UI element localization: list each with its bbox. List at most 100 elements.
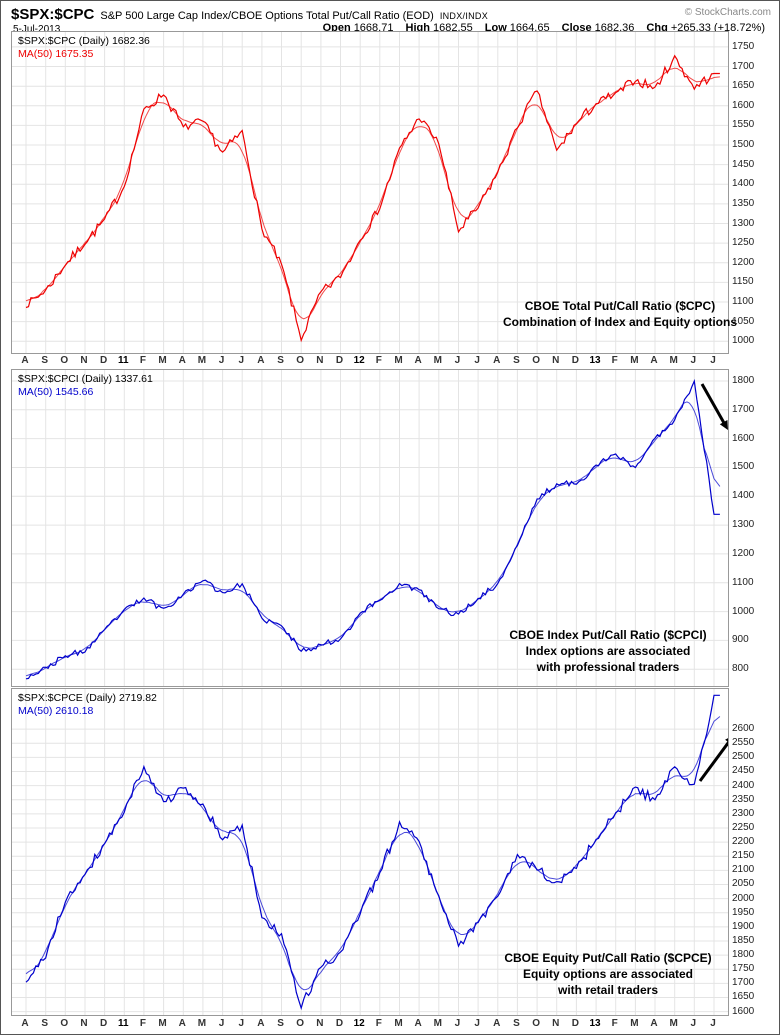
- annotation-line: CBOE Index Put/Call Ratio ($CPCI): [509, 628, 707, 642]
- y-axis-label: 1050: [732, 315, 755, 327]
- x-axis-month-label: N: [80, 1018, 88, 1029]
- x-axis-month-label: D: [100, 355, 108, 366]
- y-axis-label: 1650: [732, 80, 755, 92]
- annotation-line: with professional traders: [536, 660, 680, 674]
- cpce-annotation: CBOE Equity Put/Call Ratio ($CPCE) Equit…: [424, 950, 779, 998]
- y-axis-label: 1750: [732, 963, 755, 975]
- gridlines: [12, 370, 728, 686]
- x-axis-month-label: A: [178, 1018, 186, 1029]
- cpc-annotation: CBOE Total Put/Call Ratio ($CPC) Combina…: [440, 298, 779, 330]
- x-axis-month-label: M: [197, 355, 207, 366]
- price-line: [25, 54, 720, 343]
- trend-arrow: [700, 383, 728, 430]
- y-axis-label: 1300: [732, 217, 755, 229]
- x-axis-month-label: A: [178, 355, 186, 366]
- x-axis-month-label: M: [669, 1018, 678, 1029]
- x-axis-year-label: 13: [589, 1018, 601, 1029]
- x-axis-month-label: M: [630, 355, 639, 366]
- y-axis-label: 1100: [732, 295, 754, 307]
- x-axis-month-label: M: [158, 355, 167, 366]
- x-axis-month-label: O: [532, 1018, 540, 1029]
- y-axis-label: 2000: [732, 892, 755, 904]
- y-axis-label: 1500: [732, 461, 755, 473]
- x-axis-month-label: A: [414, 1018, 422, 1029]
- cpce-panel: $SPX:$CPCE (Daily) 2719.82 MA(50) 2610.1…: [11, 688, 729, 1016]
- x-axis-month-label: D: [571, 355, 579, 366]
- annotation-line: Equity options are associated: [522, 967, 694, 981]
- x-axis-month-label: M: [630, 1018, 639, 1029]
- x-axis-month-label: M: [158, 1018, 167, 1029]
- x-axis-month-label: S: [41, 355, 48, 366]
- y-axis-label: 1250: [732, 237, 755, 249]
- x-axis-month-label: J: [238, 1018, 244, 1029]
- x-axis-year-label: 13: [589, 355, 601, 366]
- y-axis-label: 2350: [732, 793, 755, 805]
- x-axis-month-label: J: [474, 1018, 480, 1029]
- y-axis-label: 2450: [732, 765, 755, 777]
- x-axis-month-label: J: [238, 355, 244, 366]
- x-axis-month-label: A: [21, 355, 29, 366]
- y-axis-label: 2150: [732, 850, 755, 862]
- y-axis-label: 1200: [732, 256, 755, 268]
- x-axis-year-label: 11: [117, 355, 129, 366]
- x-axis-month-label: F: [139, 355, 146, 366]
- cpce-legend: $SPX:$CPCE (Daily) 2719.82 MA(50) 2610.1…: [18, 692, 157, 718]
- y-axis-label: 1700: [732, 403, 755, 415]
- x-axis-month-label: S: [277, 1018, 284, 1029]
- x-axis-year-label: 12: [353, 1018, 365, 1029]
- x-axis-month-label: J: [690, 355, 697, 366]
- x-axis-month-label: J: [690, 1018, 697, 1029]
- cpci-legend: $SPX:$CPCI (Daily) 1337.61 MA(50) 1545.6…: [18, 373, 153, 399]
- y-axis-label: 1600: [732, 432, 755, 444]
- gridlines: [12, 32, 728, 353]
- x-axis-month-label: M: [197, 1018, 207, 1029]
- x-axis-month-label: A: [414, 355, 422, 366]
- y-axis-label: 2600: [732, 723, 755, 735]
- gridlines: [12, 689, 728, 1015]
- y-axis-label: 1500: [732, 139, 755, 151]
- cpce-legend-symbol: $SPX:$CPCE (Daily) 2719.82: [18, 692, 157, 704]
- annotation-line: CBOE Equity Put/Call Ratio ($CPCE): [504, 951, 712, 965]
- y-axis-label: 1700: [732, 977, 755, 989]
- x-axis-month-label: F: [611, 355, 618, 366]
- y-axis-label: 2500: [732, 751, 755, 763]
- x-axis-month-label: S: [513, 355, 520, 366]
- x-axis-month-label: A: [257, 355, 265, 366]
- x-axis-month-label: J: [218, 1018, 225, 1029]
- x-axis-labels-top: A S O N D 11 F M A M J J A S O N D 12 F M A M J J A S O N D 13 F M A M J J: [1, 355, 779, 368]
- x-axis-month-label: F: [611, 1018, 618, 1029]
- x-axis-month-label: F: [375, 1018, 382, 1029]
- y-axis-label: 1800: [732, 949, 755, 961]
- x-axis-month-label: A: [21, 1018, 29, 1029]
- x-axis-month-label: M: [433, 355, 442, 366]
- x-axis-month-label: A: [493, 355, 501, 366]
- y-axis-label: 2250: [732, 821, 755, 833]
- cpce-chart: [12, 689, 728, 1015]
- x-axis-month-label: J: [710, 1018, 716, 1029]
- y-axis-label: 1150: [732, 276, 754, 288]
- y-axis-label: 1000: [732, 335, 755, 347]
- x-axis-month-label: A: [650, 1018, 658, 1029]
- y-axis-label: 1750: [732, 40, 755, 52]
- cpc-chart: [12, 32, 728, 353]
- x-axis-month-label: N: [316, 1018, 324, 1029]
- annotation-line: CBOE Total Put/Call Ratio ($CPC): [524, 299, 716, 313]
- y-axis-label: 1600: [732, 99, 755, 111]
- x-axis-month-label: J: [710, 355, 716, 366]
- y-axis-label: 900: [732, 634, 749, 646]
- x-axis-month-label: D: [571, 1018, 579, 1029]
- trend-arrow: [698, 738, 728, 782]
- x-axis-month-label: M: [433, 1018, 442, 1029]
- x-axis-month-label: F: [139, 1018, 146, 1029]
- x-axis-month-label: S: [41, 1018, 48, 1029]
- cpc-legend-ma50: MA(50) 1675.35: [18, 48, 94, 60]
- x-axis-month-label: J: [454, 1018, 461, 1029]
- x-axis-month-label: O: [532, 355, 540, 366]
- x-axis-month-label: A: [493, 1018, 501, 1029]
- price-line: [25, 694, 720, 1011]
- y-axis-label: 2300: [732, 807, 755, 819]
- y-axis-label: 800: [732, 663, 749, 675]
- x-axis-month-label: D: [335, 1018, 344, 1029]
- y-axis-label: 1850: [732, 934, 755, 946]
- y-axis-label: 1350: [732, 197, 755, 209]
